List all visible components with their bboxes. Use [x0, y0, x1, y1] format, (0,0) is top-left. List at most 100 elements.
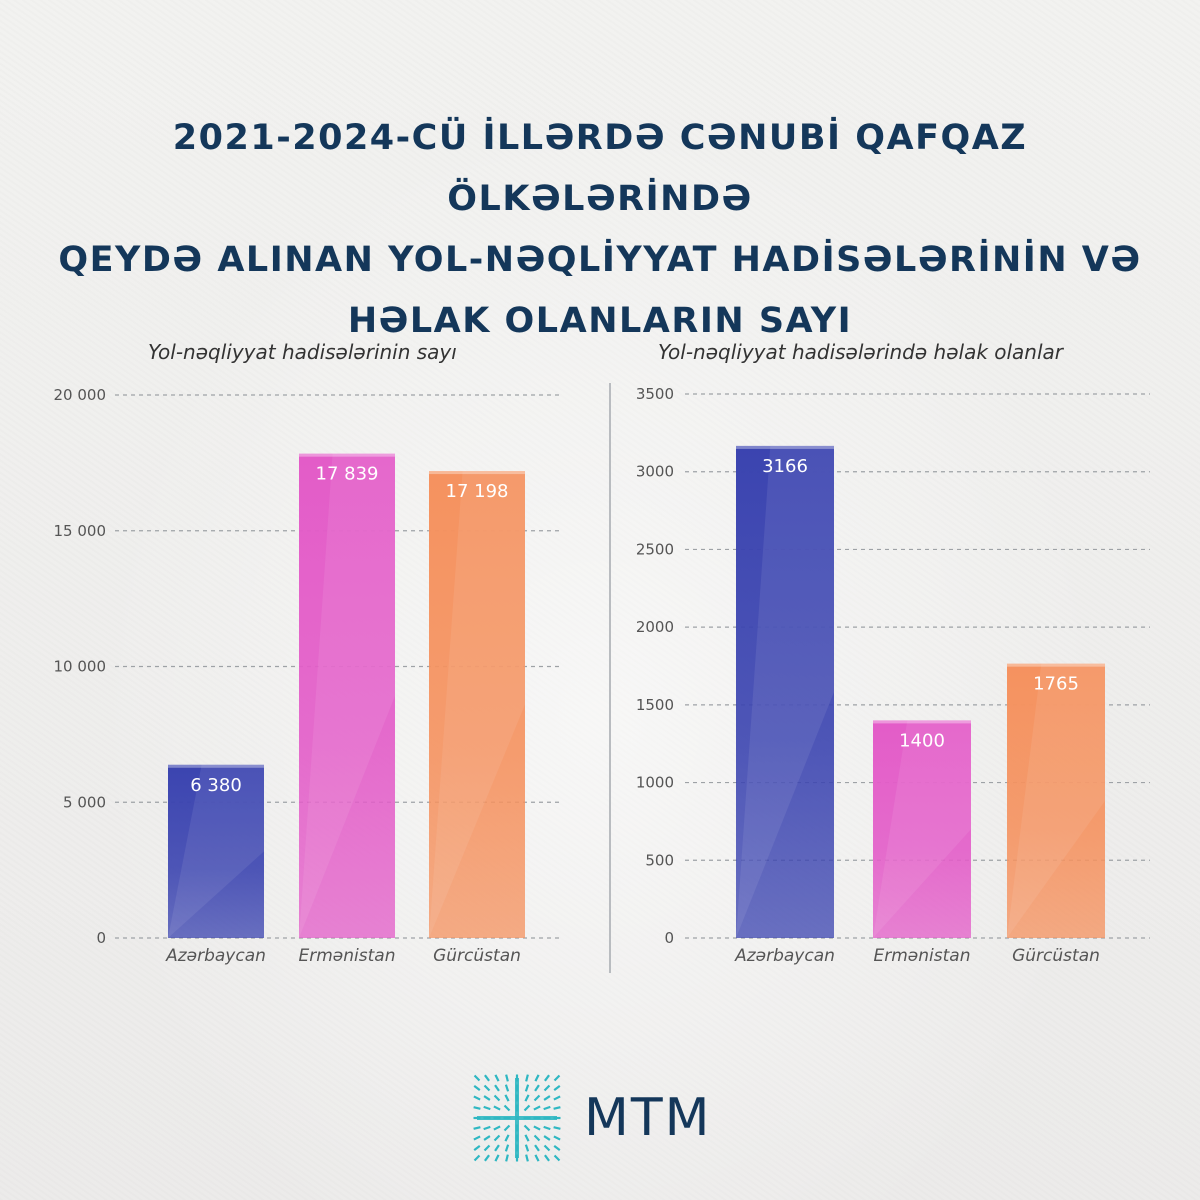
- bar-sheen: [873, 720, 971, 938]
- bar-armenia: [299, 453, 395, 938]
- y-tick-label: 10 000: [54, 658, 107, 676]
- logo-dash: [523, 1124, 531, 1132]
- x-tick-label-georgia: Gürcüstan: [1012, 946, 1100, 966]
- logo-dash: [473, 1154, 481, 1162]
- logo-dash: [543, 1095, 551, 1101]
- value-label-azerbaijan: 6 380: [190, 775, 242, 796]
- logo-dash: [524, 1144, 530, 1152]
- logo-dash: [473, 1085, 481, 1091]
- x-tick-label-georgia: Gürcüstan: [433, 946, 521, 966]
- logo-dash: [473, 1135, 481, 1141]
- logo-dash: [494, 1084, 500, 1092]
- logo-dash: [493, 1094, 501, 1102]
- bar-georgia: [1007, 663, 1105, 938]
- logo-dash: [534, 1084, 540, 1092]
- x-tick-label-azerbaijan: Azərbaycan: [734, 946, 835, 966]
- x-tick-label-azerbaijan: Azərbaycan: [165, 946, 266, 966]
- logo-dash: [543, 1125, 551, 1131]
- logo-dash: [523, 1104, 531, 1112]
- mtm-starburst-logo-icon: [473, 1074, 561, 1162]
- y-tick-label: 3000: [636, 463, 674, 481]
- logo-dash: [483, 1135, 491, 1141]
- logo-dash: [484, 1074, 490, 1082]
- x-tick-label-armenia: Ermənistan: [874, 946, 971, 966]
- logo-dash: [524, 1084, 530, 1092]
- y-tick-label: 3500: [636, 385, 674, 403]
- logo-dash: [494, 1154, 500, 1162]
- logo-dash: [534, 1154, 540, 1162]
- bar-top-edge: [1007, 663, 1105, 667]
- bar-sheen: [736, 445, 834, 938]
- y-tick-label: 20 000: [54, 386, 107, 404]
- chart-divider: [609, 383, 611, 973]
- logo-dash: [493, 1105, 501, 1111]
- logo-text: MTM: [584, 1088, 712, 1148]
- logo-dash: [533, 1094, 541, 1102]
- logo-dash: [524, 1094, 530, 1102]
- left-chart-title: Yol-nəqliyyat hadisələrinin sayı: [148, 340, 457, 364]
- logo-dash: [504, 1134, 510, 1142]
- y-tick-label: 500: [645, 851, 674, 869]
- logo-dash: [543, 1105, 551, 1111]
- logo-dash: [533, 1125, 541, 1131]
- logo-dash: [553, 1106, 561, 1110]
- value-label-azerbaijan: 3166: [762, 456, 808, 477]
- bar-top-edge: [168, 764, 264, 768]
- logo-dash: [553, 1074, 561, 1082]
- logo-dash: [524, 1134, 530, 1142]
- bar-top-edge: [299, 453, 395, 457]
- logo-dash: [533, 1105, 541, 1111]
- bar-sheen: [299, 453, 395, 938]
- logo-dash: [483, 1144, 491, 1152]
- value-label-armenia: 1400: [899, 730, 945, 751]
- logo-dash: [543, 1135, 551, 1141]
- bar-sheen: [429, 471, 525, 938]
- title-line-1: 2021-2024-CÜ İLLƏRDƏ CƏNUBİ QAFQAZ ÖLKƏL…: [172, 118, 1028, 219]
- bar-top-edge: [873, 720, 971, 724]
- logo-dash: [543, 1144, 551, 1152]
- y-tick-label: 0: [96, 929, 106, 947]
- logo-dash: [473, 1074, 481, 1082]
- bar-georgia: [429, 471, 525, 938]
- logo-dash: [473, 1106, 481, 1110]
- logo-dash: [504, 1084, 510, 1092]
- logo-dash: [553, 1126, 561, 1130]
- accidents-bar-chart: 0 5 000 10 000 15 000 20 000 6 380 Azərbaycan 1…: [54, 386, 560, 966]
- logo-dash: [553, 1154, 561, 1162]
- y-tick-label: 0: [664, 929, 674, 947]
- logo-dash: [484, 1154, 490, 1162]
- logo-dash: [505, 1074, 509, 1082]
- y-tick-label: 2000: [636, 618, 674, 636]
- y-tick-label: 1500: [636, 696, 674, 714]
- logo-dash: [534, 1074, 540, 1082]
- logo-dash: [553, 1085, 561, 1091]
- value-label-georgia: 1765: [1033, 674, 1079, 695]
- bar-armenia: [873, 720, 971, 938]
- y-tick-label: 5 000: [63, 793, 106, 811]
- logo-dash: [553, 1135, 561, 1141]
- logo-dash: [525, 1074, 529, 1082]
- bar-top-edge: [429, 471, 525, 475]
- x-tick-label-armenia: Ermənistan: [299, 946, 396, 966]
- logo-dash: [533, 1134, 541, 1142]
- logo-dash: [483, 1095, 491, 1101]
- logo-dash: [494, 1074, 500, 1082]
- logo-dash: [494, 1144, 500, 1152]
- logo-dash: [504, 1144, 510, 1152]
- bar-sheen: [1007, 663, 1105, 938]
- logo-dash: [525, 1154, 529, 1162]
- logo-dash: [534, 1144, 540, 1152]
- y-tick-label: 1000: [636, 774, 674, 792]
- logo-dash: [544, 1154, 550, 1162]
- logo-dash: [505, 1154, 509, 1162]
- bar-top-edge: [736, 445, 834, 449]
- value-label-georgia: 17 198: [446, 481, 509, 502]
- logo-cross-horizontal: [477, 1116, 557, 1120]
- y-tick-label: 15 000: [54, 522, 107, 540]
- logo-dash: [543, 1084, 551, 1092]
- page-title: 2021-2024-CÜ İLLƏRDƏ CƏNUBİ QAFQAZ ÖLKƏL…: [40, 108, 1160, 352]
- logo-dash: [473, 1126, 481, 1130]
- right-chart-title: Yol-nəqliyyat hadisələrində həlak olanla…: [658, 340, 1064, 364]
